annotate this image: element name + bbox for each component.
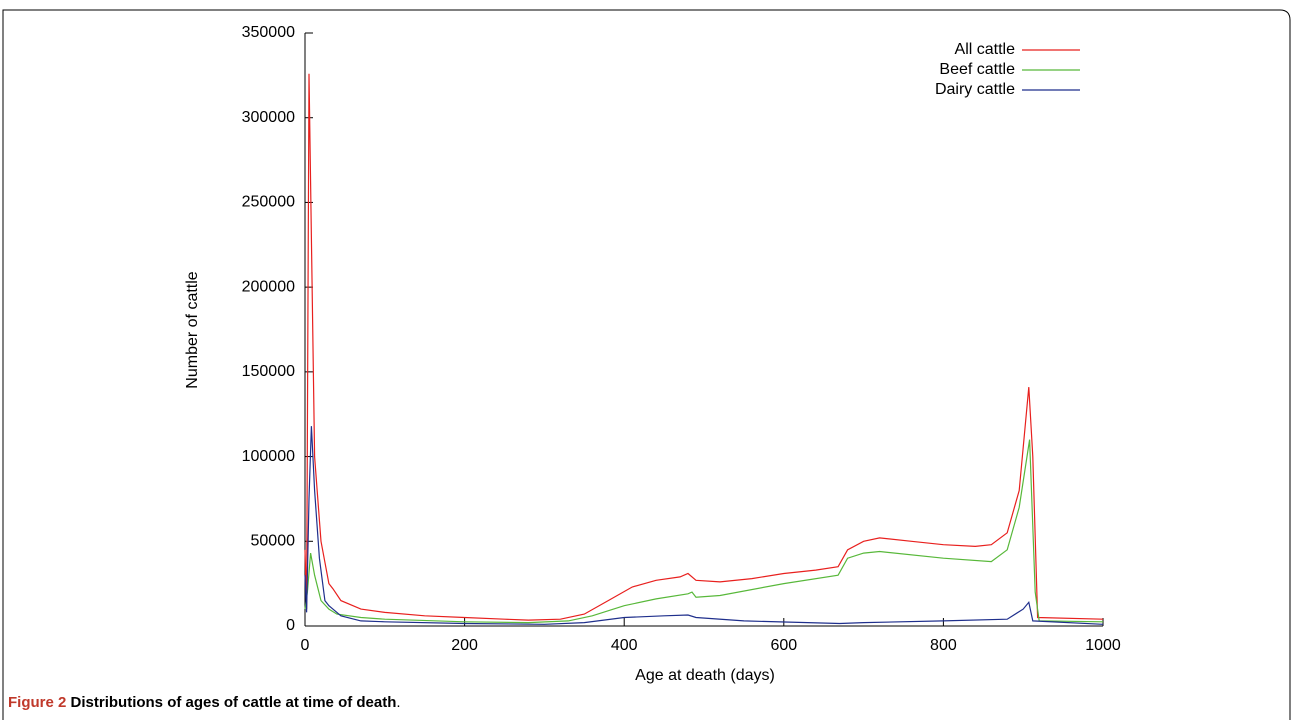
legend-label: All cattle [955, 41, 1016, 58]
y-tick-label: 250000 [242, 194, 295, 211]
y-tick-label: 300000 [242, 109, 295, 126]
legend-label: Dairy cattle [935, 81, 1015, 98]
series-line [304, 439, 1104, 624]
series-line [304, 73, 1104, 621]
y-tick-label: 100000 [242, 448, 295, 465]
x-axis-label: Age at death (days) [635, 667, 775, 684]
caption: Figure 2 Distributions of ages of cattle… [8, 694, 401, 711]
y-tick-label: 50000 [251, 533, 296, 550]
x-tick-label: 1000 [1085, 637, 1121, 654]
y-tick-label: 350000 [242, 24, 295, 41]
caption-end: . [396, 694, 400, 711]
caption-text: Distributions of ages of cattle at time … [71, 694, 397, 711]
y-tick-label: 150000 [242, 363, 295, 380]
series-line [304, 426, 1104, 625]
x-tick-label: 400 [611, 637, 638, 654]
caption-label: Figure 2 [8, 694, 66, 711]
legend-label: Beef cattle [939, 61, 1015, 78]
x-tick-label: 0 [301, 637, 310, 654]
y-tick-label: 0 [286, 617, 295, 634]
x-tick-label: 200 [451, 637, 478, 654]
x-tick-label: 600 [770, 637, 797, 654]
y-axis-label: Number of cattle [184, 271, 201, 388]
x-tick-label: 800 [930, 637, 957, 654]
figure-frame [2, 9, 1291, 720]
y-tick-label: 200000 [242, 278, 295, 295]
